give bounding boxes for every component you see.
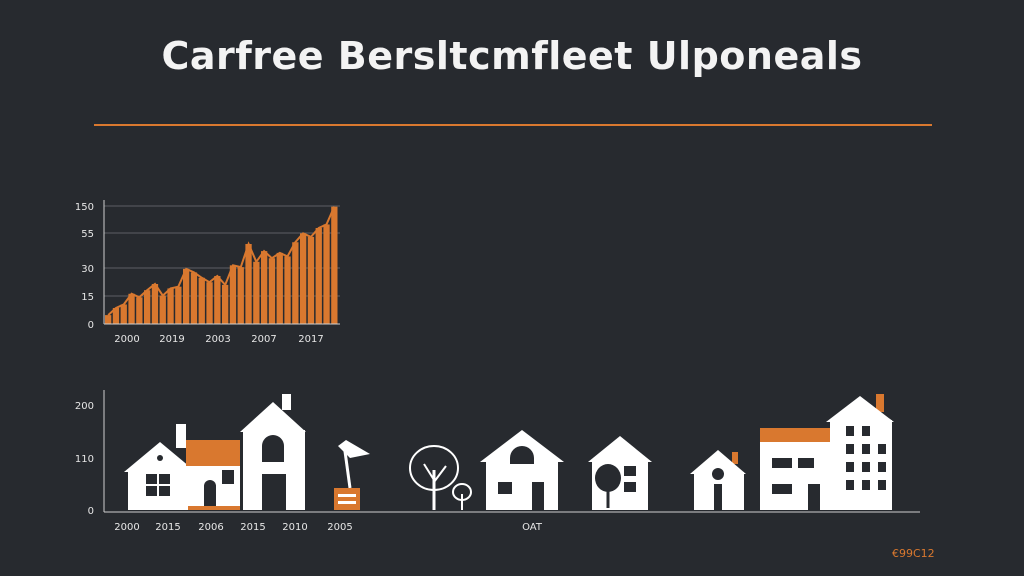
bottom-x-tick-label: 2005	[327, 522, 352, 533]
top-chart-bar	[307, 236, 315, 324]
top-chart-bar	[183, 268, 190, 324]
bottom-x-tick-label: OAT	[522, 522, 543, 533]
top-chart-bar	[292, 242, 299, 324]
top-chart-bar	[253, 261, 260, 324]
top-chart-bar	[315, 228, 322, 324]
chart-title: Carfree Bersltcmfleet Ulponeals	[161, 34, 863, 78]
top-chart-bar	[206, 282, 213, 324]
small-tree-icon	[452, 483, 472, 510]
top-chart-bar	[159, 295, 166, 324]
top-y-tick-label: 15	[81, 292, 94, 303]
bottom-chart-x-ticks: 2000 2015 2006 2015 2010 2005 OAT	[114, 522, 543, 533]
bottom-chart-y-ticks: 0 110 200	[75, 401, 94, 517]
top-y-tick-label: 150	[75, 202, 94, 213]
top-chart-y-ticks: 0 15 30 55 150	[75, 202, 94, 331]
house-icon	[480, 430, 564, 510]
top-y-tick-label: 0	[88, 320, 94, 331]
bottom-x-tick-label: 2015	[240, 522, 265, 533]
top-chart-bar	[331, 206, 338, 324]
footer-code: €99C12	[892, 547, 935, 560]
bottom-x-tick-label: 2010	[282, 522, 307, 533]
top-chart-bar	[300, 233, 307, 324]
top-chart-bar	[268, 258, 276, 324]
top-chart-bar	[237, 267, 244, 324]
tall-house-icon	[240, 394, 306, 510]
top-y-tick-label: 30	[81, 264, 94, 275]
bottom-x-tick-label: 2015	[155, 522, 180, 533]
bottom-x-tick-label: 2006	[198, 522, 223, 533]
top-chart-bar	[151, 284, 159, 324]
top-chart-bar	[167, 288, 174, 324]
house-icon	[176, 424, 240, 510]
top-chart-bar	[323, 224, 330, 324]
top-chart-bar	[175, 286, 182, 324]
top-chart-bar	[198, 277, 205, 324]
bottom-y-tick-label: 110	[75, 454, 94, 465]
top-chart-bar	[136, 297, 143, 324]
top-chart-bar	[276, 252, 283, 324]
top-x-tick-label: 2000	[114, 334, 139, 345]
small-house-icon	[690, 450, 746, 510]
top-chart-bar	[190, 272, 198, 324]
house-icon	[124, 442, 196, 510]
top-chart-bars	[105, 206, 338, 324]
top-chart-bar	[112, 308, 120, 324]
apartment-building-icon	[826, 394, 894, 510]
bottom-y-tick-label: 200	[75, 401, 94, 412]
top-chart-bar	[120, 304, 127, 324]
bottom-x-tick-label: 2000	[114, 522, 139, 533]
top-chart-bar	[261, 251, 268, 324]
top-chart-x-ticks: 2000 2019 2003 2007 2017	[114, 334, 323, 345]
apartment-building-icon	[760, 428, 830, 510]
top-chart-bar	[245, 244, 252, 324]
top-y-tick-label: 55	[81, 229, 94, 240]
top-x-tick-label: 2007	[251, 334, 276, 345]
bottom-y-tick-label: 0	[88, 506, 94, 517]
top-chart-bar	[128, 293, 135, 324]
house-with-tree-icon	[588, 436, 652, 510]
top-chart-bar	[222, 284, 229, 324]
weathervane-icon	[334, 440, 370, 510]
top-x-tick-label: 2017	[298, 334, 323, 345]
top-chart-line	[107, 206, 336, 316]
top-chart-bar	[229, 265, 237, 324]
top-chart-bar	[105, 315, 112, 324]
tree-icon	[409, 445, 459, 510]
top-x-tick-label: 2003	[205, 334, 230, 345]
title-underline	[94, 124, 932, 126]
top-x-tick-label: 2019	[159, 334, 184, 345]
top-chart-bar	[284, 256, 291, 324]
top-chart-bar	[214, 276, 221, 324]
top-chart-bar	[144, 290, 151, 324]
